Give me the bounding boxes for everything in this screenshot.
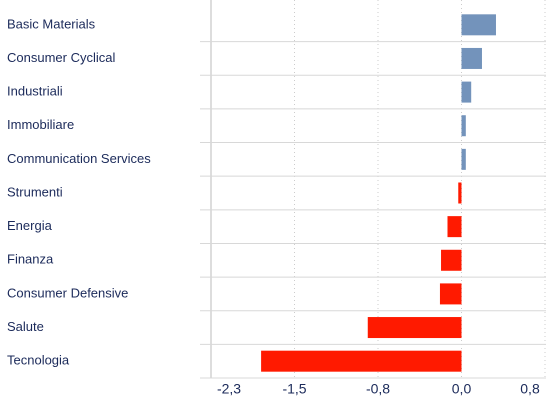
bar	[461, 81, 472, 103]
bar	[439, 283, 462, 305]
y-tick-label: Communication Services	[7, 151, 151, 166]
y-tick-label: Consumer Cyclical	[7, 50, 115, 65]
bar	[461, 115, 466, 137]
y-tick-label: Finanza	[7, 252, 54, 267]
y-tick-label: Basic Materials	[7, 16, 96, 31]
y-tick-label: Consumer Defensive	[7, 285, 128, 300]
y-tick-label: Strumenti	[7, 184, 63, 199]
bar	[367, 317, 462, 339]
x-tick-label: -0,8	[366, 381, 390, 397]
bar	[461, 47, 482, 69]
bar	[261, 350, 462, 372]
y-tick-label: Immobiliare	[7, 117, 74, 132]
y-tick-label: Energia	[7, 218, 53, 233]
x-tick-label: 0,0	[452, 381, 472, 397]
bar	[461, 14, 496, 36]
x-tick-label: -1,5	[282, 381, 306, 397]
y-tick-label: Salute	[7, 319, 44, 334]
bar	[447, 216, 462, 238]
bar	[458, 182, 462, 204]
bar	[461, 148, 466, 170]
y-tick-label: Tecnologia	[7, 353, 70, 368]
y-tick-label: Industriali	[7, 84, 63, 99]
x-tick-label: 0,8	[520, 381, 540, 397]
x-tick-label: -2,3	[217, 381, 241, 397]
bar	[441, 249, 462, 271]
